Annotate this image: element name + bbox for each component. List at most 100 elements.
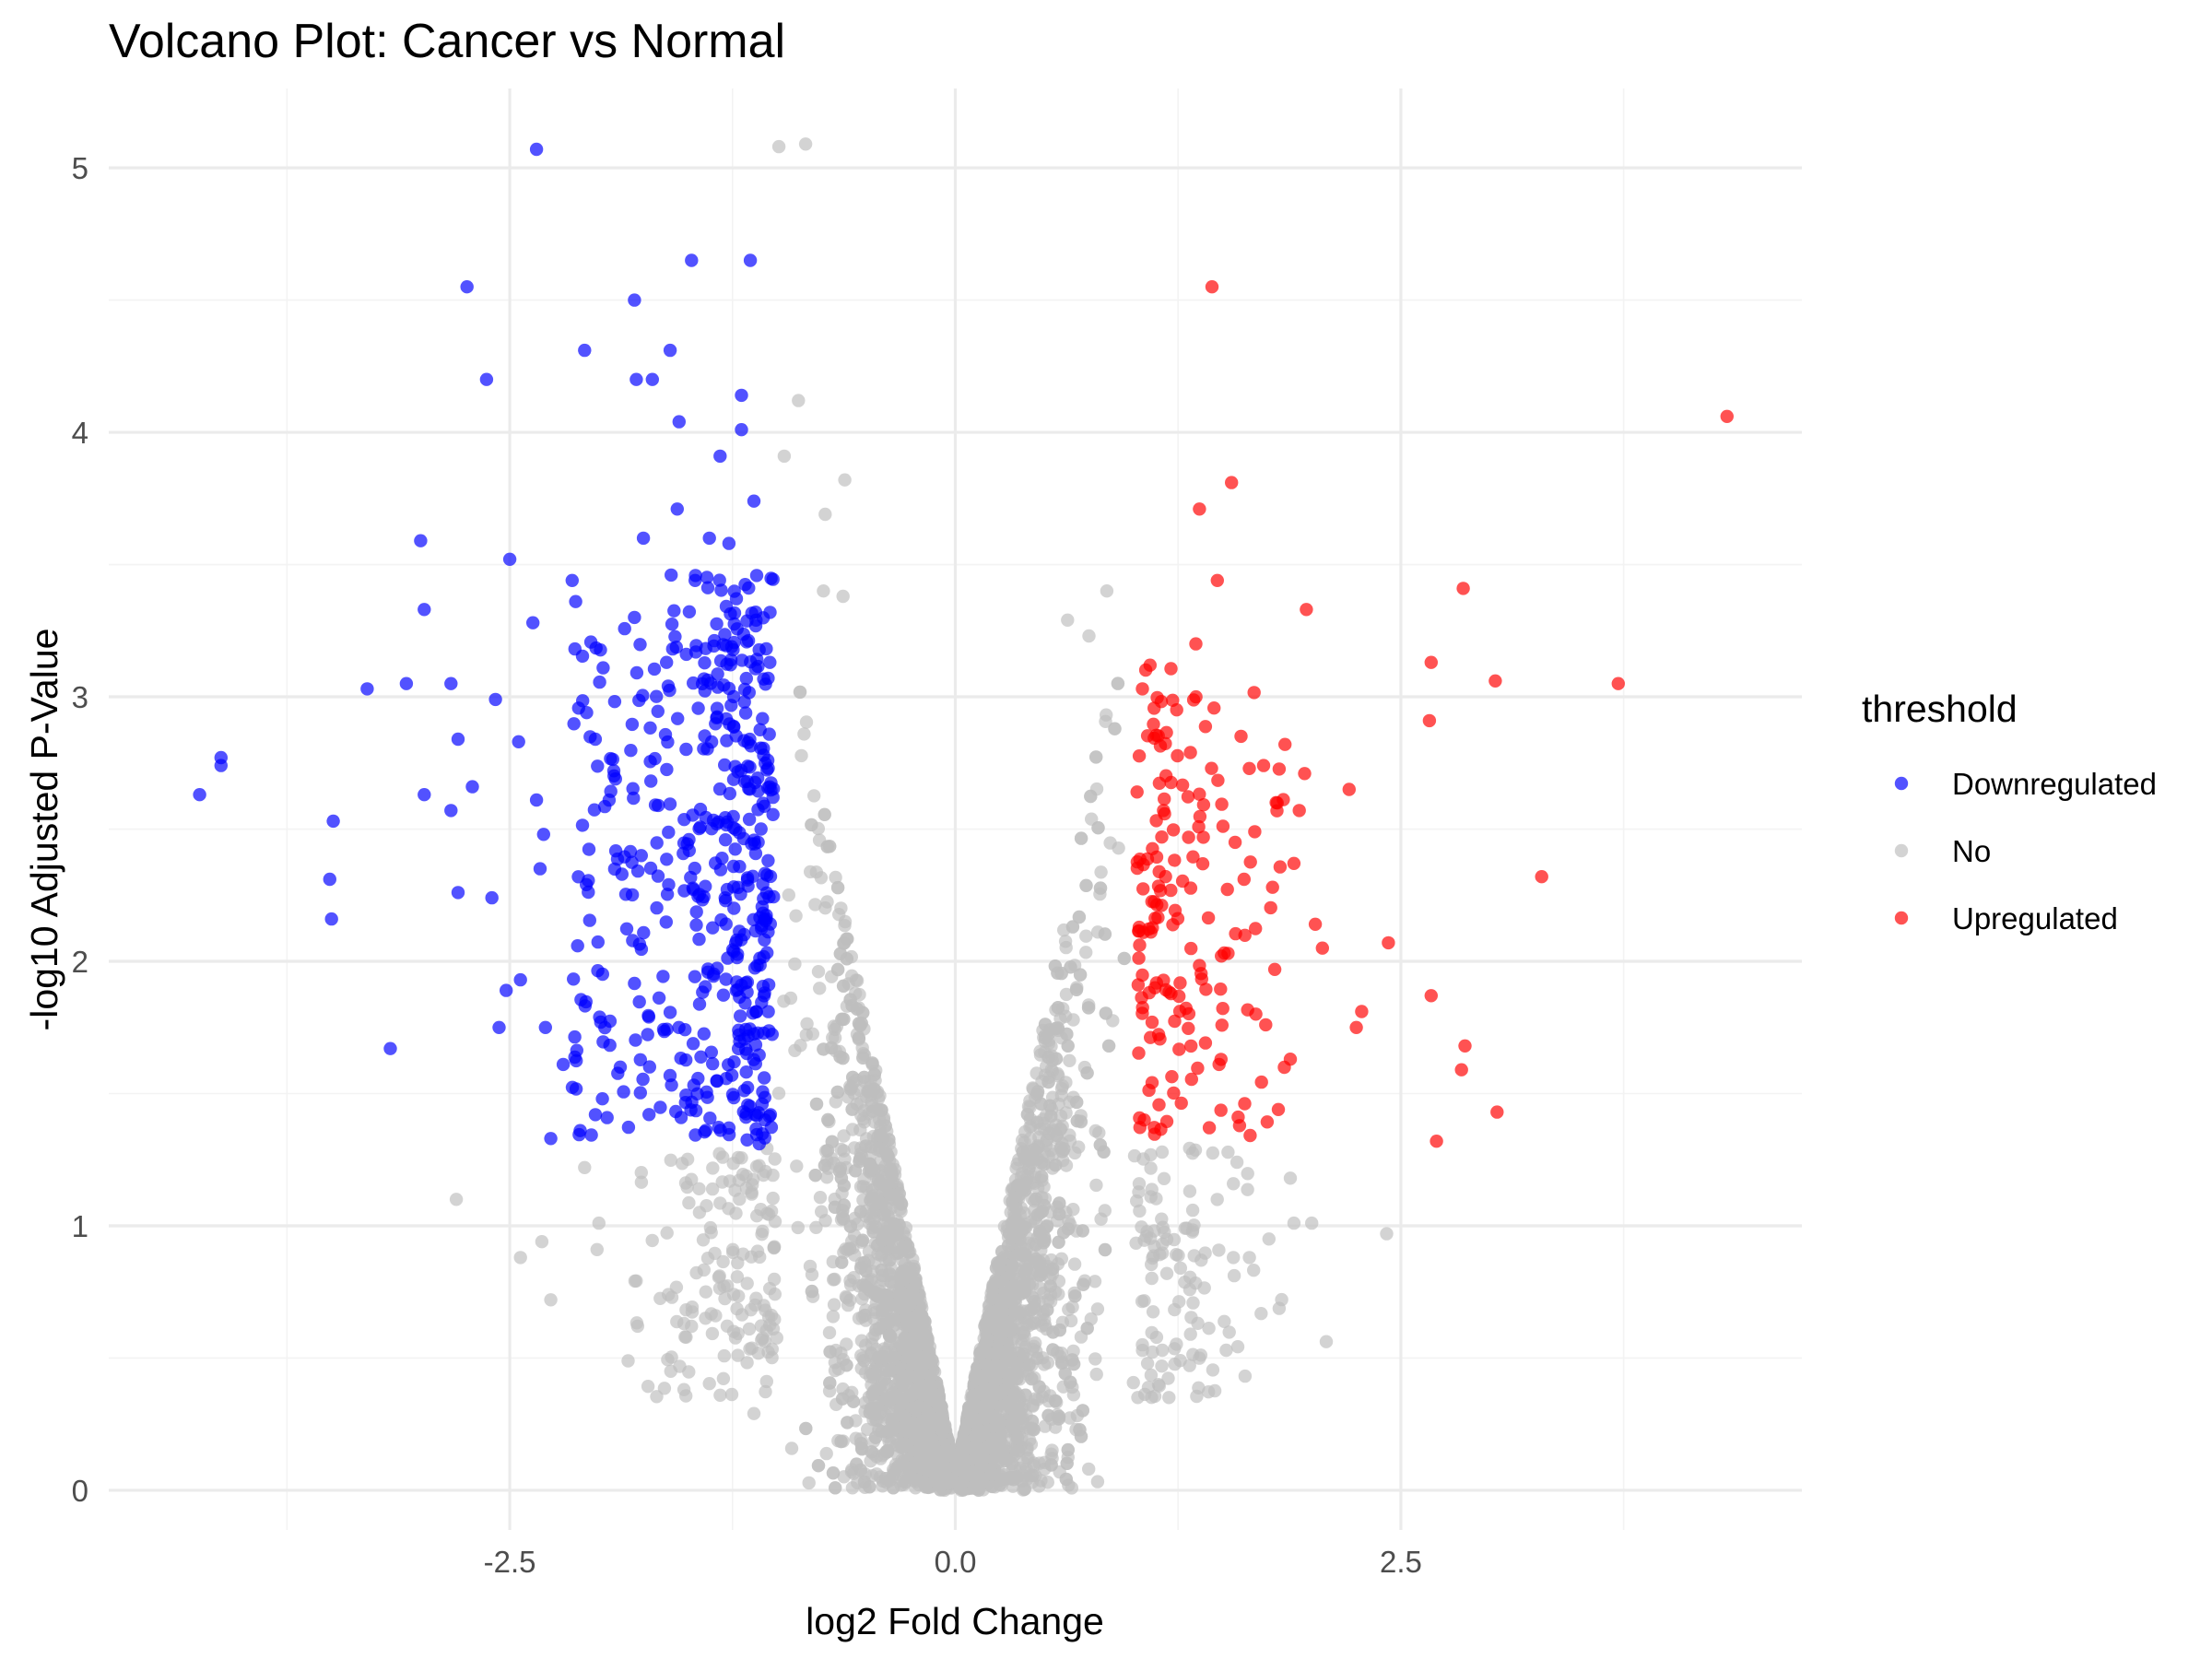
no-point [1012, 1306, 1026, 1321]
no-point [900, 1239, 915, 1253]
no-point [1011, 1444, 1026, 1458]
downregulated-point [627, 791, 641, 806]
no-point [1054, 1252, 1069, 1266]
no-point [991, 1449, 1006, 1464]
no-point [1094, 1212, 1108, 1226]
no-point [748, 1298, 762, 1312]
no-point [863, 1157, 877, 1171]
no-point [836, 1382, 850, 1396]
downregulated-point [602, 793, 617, 807]
no-point [592, 1216, 606, 1230]
no-point [1101, 1039, 1116, 1053]
no-point [1005, 1456, 1019, 1471]
downregulated-point [704, 1045, 718, 1059]
no-point [861, 1422, 875, 1437]
downregulated-point [693, 820, 707, 834]
downregulated-point [719, 972, 733, 986]
downregulated-point [731, 947, 745, 961]
no-point [1031, 1140, 1046, 1154]
no-point [513, 1251, 527, 1265]
no-point [884, 1363, 898, 1378]
downregulated-point [759, 677, 772, 691]
downregulated-point [593, 1010, 606, 1024]
no-point [1227, 1177, 1241, 1191]
no-point [789, 909, 803, 923]
no-point [1001, 1239, 1016, 1253]
no-point [877, 1350, 891, 1365]
downregulated-point [626, 782, 640, 795]
no-point [989, 1322, 1004, 1336]
downregulated-point [739, 1111, 753, 1124]
no-point [1041, 1476, 1055, 1489]
no-point [784, 1441, 799, 1455]
no-point [1254, 1307, 1268, 1321]
downregulated-point [700, 1085, 713, 1100]
no-point [1076, 1224, 1089, 1238]
no-point [905, 1319, 919, 1333]
no-point [880, 1443, 895, 1458]
no-point [809, 1097, 824, 1112]
no-point [1173, 1261, 1188, 1276]
downregulated-point [679, 1053, 693, 1067]
downregulated-point [569, 1082, 583, 1096]
downregulated-point [672, 1020, 686, 1035]
downregulated-point [740, 871, 755, 885]
downregulated-point [607, 769, 621, 782]
no-point [1319, 1335, 1334, 1348]
downregulated-point [730, 975, 744, 989]
no-point [886, 1413, 900, 1427]
no-point [720, 1319, 735, 1334]
no-point [840, 952, 853, 966]
downregulated-point [703, 1112, 717, 1125]
downregulated-point [579, 994, 593, 1009]
no-point [827, 1298, 841, 1312]
no-point [754, 1203, 768, 1217]
no-point [902, 1350, 916, 1364]
no-point [1060, 1456, 1074, 1471]
no-point [692, 1182, 706, 1196]
no-point [716, 1371, 731, 1386]
no-point [971, 1369, 986, 1383]
downregulated-point [733, 924, 747, 938]
no-point [867, 1082, 881, 1096]
no-point [897, 1409, 911, 1423]
no-point [838, 919, 852, 933]
downregulated-point [757, 748, 771, 762]
downregulated-point [669, 1104, 683, 1119]
no-point [1090, 1475, 1105, 1488]
no-point [1170, 1337, 1183, 1351]
no-point [899, 1475, 912, 1489]
no-point [1093, 881, 1108, 895]
no-point [1135, 1337, 1149, 1352]
no-point [891, 1245, 905, 1260]
no-point [941, 1471, 956, 1486]
no-point [834, 901, 848, 915]
no-point [749, 1159, 764, 1173]
no-point [805, 1284, 819, 1299]
downregulated-point [650, 900, 664, 915]
no-point [829, 870, 842, 885]
no-point [1048, 959, 1063, 973]
no-point [1210, 1193, 1224, 1206]
no-point [808, 898, 822, 912]
downregulated-point [750, 959, 764, 972]
no-point [1227, 1251, 1241, 1265]
no-point [783, 991, 798, 1006]
downregulated-point [617, 1085, 630, 1099]
no-point [1185, 1203, 1200, 1218]
no-point [818, 507, 832, 522]
downregulated-point [707, 633, 722, 648]
downregulated-point [726, 880, 741, 894]
no-point [985, 1479, 999, 1494]
no-point [743, 1342, 757, 1356]
no-point [1020, 1107, 1035, 1122]
no-point [1155, 1343, 1170, 1358]
downregulated-point [643, 721, 657, 735]
no-point [1117, 951, 1132, 966]
downregulated-point [758, 1071, 771, 1085]
no-point [590, 1242, 604, 1257]
no-point [1218, 1314, 1231, 1329]
no-point [846, 1070, 860, 1085]
no-point [799, 1421, 813, 1436]
downregulated-point [619, 922, 634, 935]
